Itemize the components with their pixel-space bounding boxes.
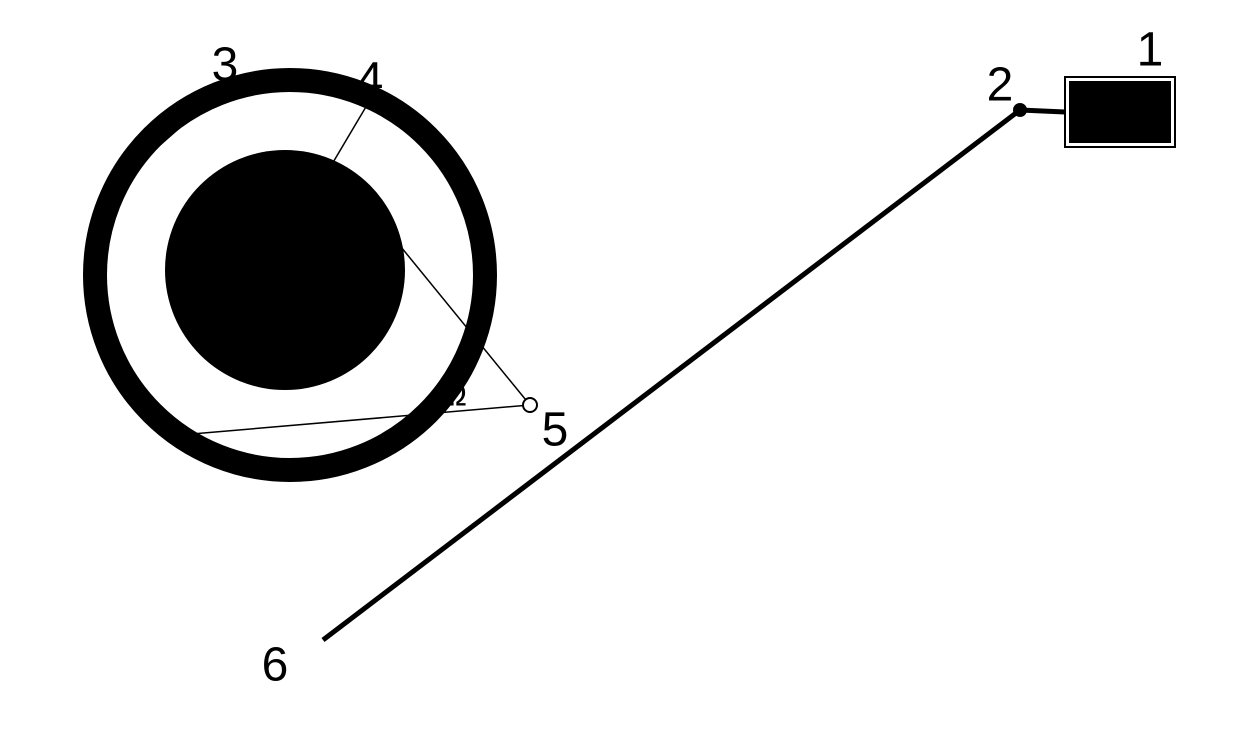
label-5: 5 <box>542 403 569 458</box>
box-inner <box>1069 81 1171 143</box>
diagram-canvas <box>0 0 1240 740</box>
label-4: 4 <box>357 53 384 108</box>
dot-5 <box>523 398 537 412</box>
label-6: 6 <box>262 638 289 693</box>
label-2: 2 <box>987 58 1014 113</box>
label-3: 3 <box>212 38 239 93</box>
inner-disc <box>165 150 405 390</box>
main-line <box>323 110 1020 640</box>
dot-2 <box>1013 103 1027 117</box>
tangent-line-2 <box>180 405 530 435</box>
label-omega: Ω <box>443 377 467 414</box>
label-1: 1 <box>1137 23 1164 78</box>
